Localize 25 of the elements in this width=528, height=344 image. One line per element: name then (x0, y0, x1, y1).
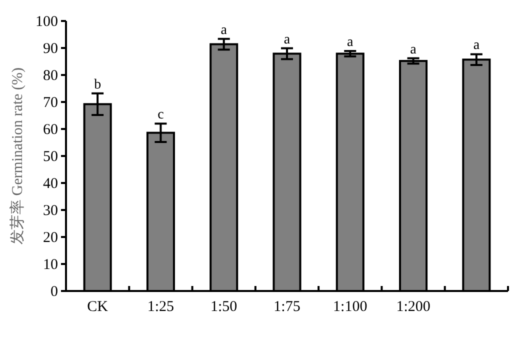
x-tick-label: CK (87, 299, 108, 315)
y-tick-label: 100 (36, 14, 58, 30)
annotation: a (410, 42, 418, 58)
y-tick-label: 30 (43, 203, 58, 219)
annotation: c (158, 108, 164, 123)
y-tick-label: 60 (43, 122, 58, 138)
annotation: b (94, 77, 102, 92)
y-tick-label: 90 (43, 41, 58, 57)
y-tick-label: 50 (43, 149, 58, 165)
annotation: a (473, 38, 480, 54)
y-tick-label: 20 (43, 230, 58, 246)
y-tick-label: 70 (43, 95, 58, 111)
y-tick-label: 40 (43, 176, 58, 192)
y-tick-label: 10 (43, 257, 58, 273)
y-tick-label: 80 (43, 68, 58, 84)
x-tick-label: 1:100 (333, 299, 368, 315)
y-tick-label: 0 (50, 284, 58, 300)
x-tick-label: 1:50 (210, 299, 238, 315)
x-tick-label: 1:200 (396, 299, 430, 315)
annotation: a (284, 32, 291, 48)
annotation: a (347, 34, 354, 50)
x-tick-label: 1:25 (147, 299, 174, 315)
y-axis-title: 发芽率 Germination rate (%) (9, 67, 26, 245)
annotation: a (220, 22, 228, 38)
x-tick-label: 1:75 (274, 299, 300, 315)
